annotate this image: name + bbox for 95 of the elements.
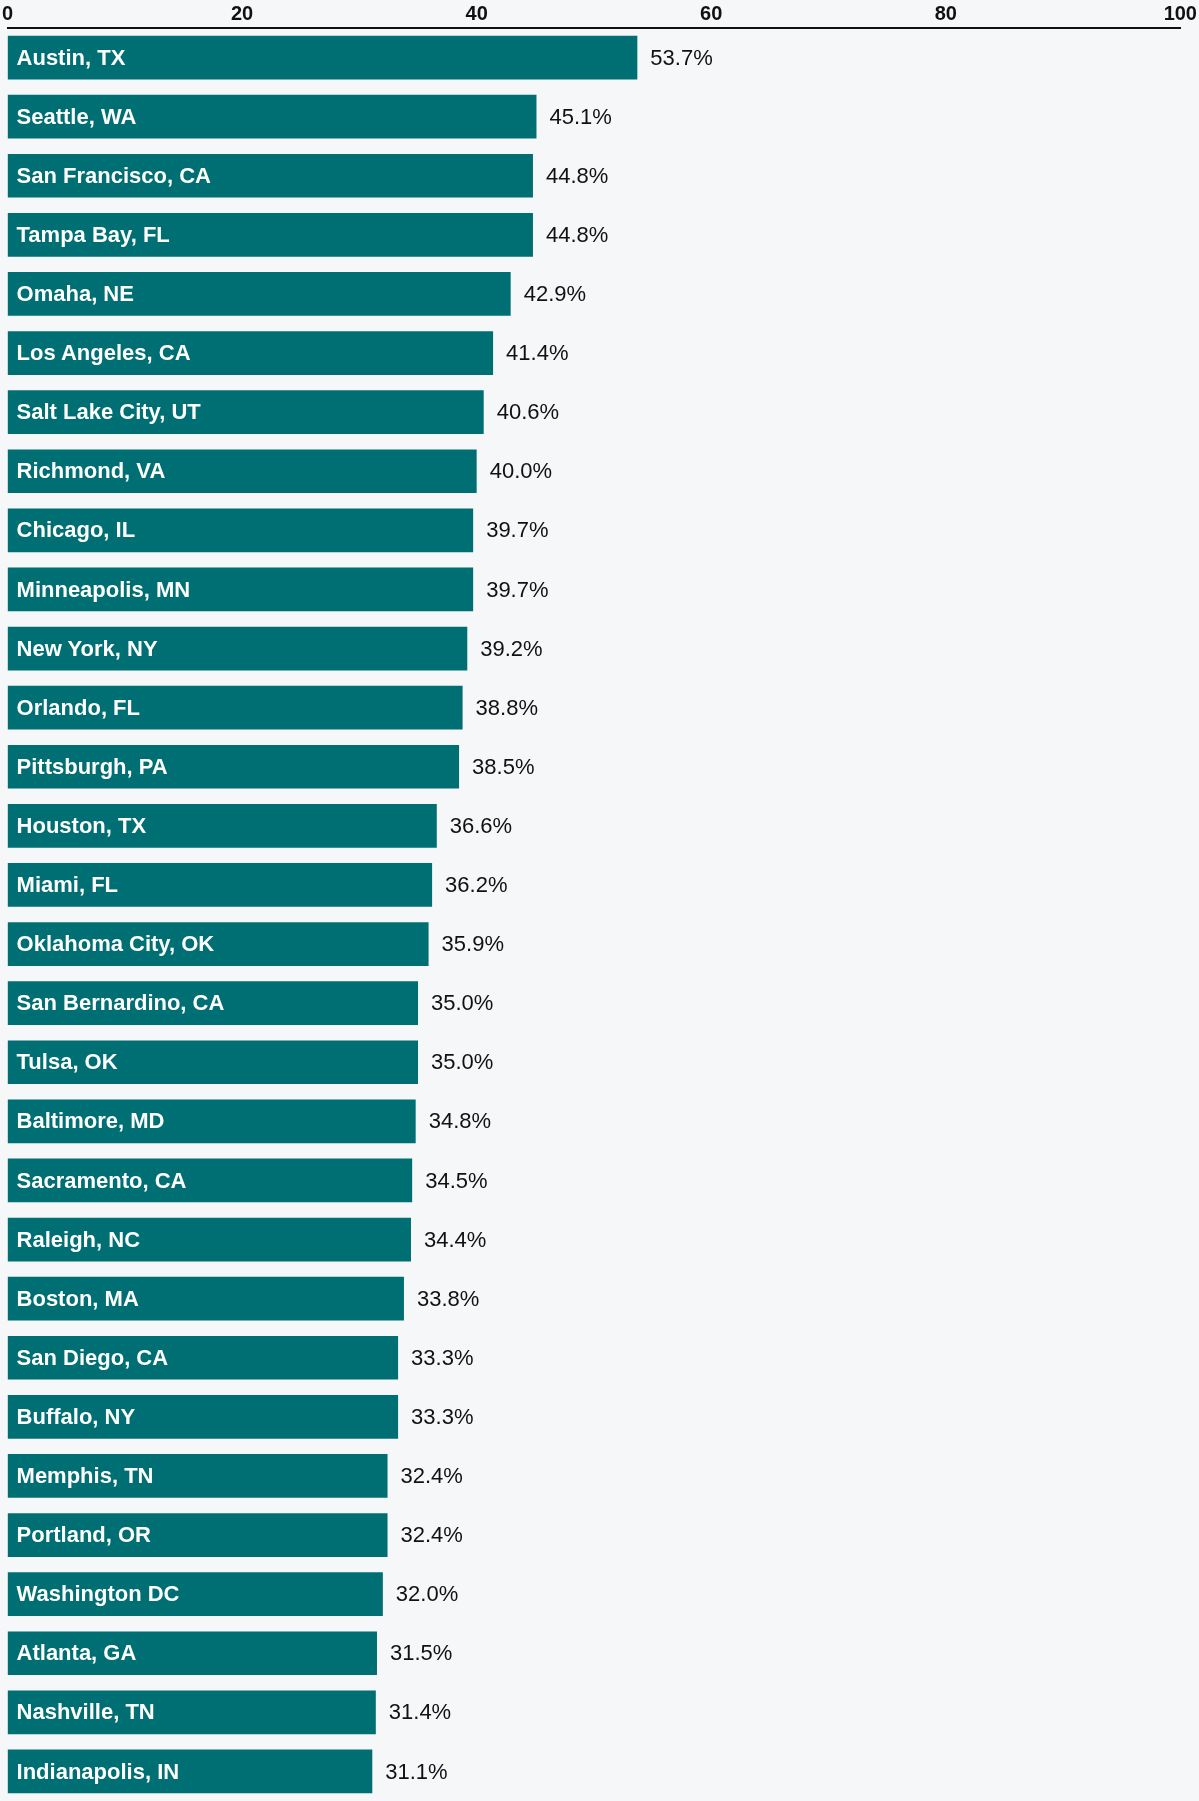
bar [7, 1158, 413, 1203]
data-label: 34.5% [425, 1167, 488, 1193]
bar [7, 1513, 388, 1557]
y-tick-label: Salt Lake City, UT [16, 399, 202, 425]
y-tick-label: Tulsa, OK [16, 1049, 118, 1075]
y-tick-label: New York, NY [16, 635, 158, 661]
data-label: 40.0% [489, 458, 553, 484]
bar [7, 1394, 399, 1439]
bar [7, 1454, 388, 1498]
bar [7, 1631, 377, 1676]
bar [7, 449, 477, 494]
data-label: 31.4% [388, 1699, 452, 1725]
x-tick-label: 20 [230, 1, 254, 24]
x-tick-label: 0 [2, 1, 14, 24]
y-tick-label: Sacramento, CA [16, 1167, 187, 1193]
bar [7, 1276, 404, 1321]
x-tick-label: 80 [934, 1, 957, 24]
data-label: 35.9% [441, 931, 504, 957]
bar [7, 272, 511, 316]
x-tick-label: 40 [465, 1, 488, 24]
bar [7, 922, 429, 966]
y-tick-label: San Francisco, CA [16, 162, 212, 188]
y-tick-label: San Bernardino, CA [16, 990, 225, 1016]
data-label: 33.3% [411, 1403, 474, 1429]
y-tick-label: Atlanta, GA [16, 1640, 137, 1666]
y-tick-label: Tampa Bay, FL [16, 221, 170, 247]
bar [7, 981, 419, 1026]
data-label: 40.6% [496, 399, 560, 425]
y-tick-label: Austin, TX [16, 44, 126, 70]
data-label: 32.0% [395, 1581, 459, 1607]
y-tick-label: Chicago, IL [16, 517, 136, 543]
data-label: 34.4% [423, 1226, 487, 1252]
data-label: 32.4% [400, 1522, 463, 1548]
bar [7, 685, 463, 730]
data-label: 35.0% [431, 990, 494, 1016]
y-tick-label: San Diego, CA [16, 1344, 169, 1370]
bar [7, 1099, 416, 1144]
data-label: 34.8% [428, 1108, 492, 1134]
data-label: 33.8% [416, 1285, 480, 1311]
data-label: 45.1% [549, 103, 612, 129]
y-tick-label: Seattle, WA [16, 103, 137, 129]
data-label: 39.7% [486, 576, 549, 602]
y-tick-label: Portland, OR [16, 1522, 152, 1548]
y-tick-label: Los Angeles, CA [16, 340, 191, 366]
bar [7, 1572, 383, 1617]
bar [7, 1335, 399, 1380]
bar [7, 94, 537, 139]
data-label: 32.4% [400, 1463, 463, 1489]
data-label: 44.8% [545, 162, 609, 188]
data-label: 33.3% [411, 1344, 474, 1370]
bar [7, 390, 484, 435]
data-label: 39.7% [486, 517, 549, 543]
data-label: 38.8% [475, 694, 538, 720]
y-tick-label: Omaha, NE [16, 281, 134, 307]
data-label: 42.9% [523, 281, 587, 307]
y-tick-label: Washington DC [16, 1581, 180, 1607]
y-tick-label: Orlando, FL [16, 694, 141, 720]
bar [7, 803, 437, 848]
bar [7, 567, 474, 612]
y-tick-label: Houston, TX [16, 812, 147, 838]
y-tick-label: Buffalo, NY [16, 1403, 136, 1429]
y-tick-label: Baltimore, MD [16, 1108, 165, 1134]
y-tick-label: Raleigh, NC [16, 1226, 141, 1252]
bar [7, 744, 460, 789]
y-tick-label: Richmond, VA [16, 458, 166, 484]
data-label: 31.5% [389, 1640, 453, 1666]
data-label: 44.8% [545, 221, 609, 247]
bar [7, 153, 533, 198]
bar [7, 212, 533, 257]
data-label: 41.4% [506, 340, 569, 366]
data-label: 53.7% [650, 44, 713, 70]
y-tick-label: Miami, FL [16, 872, 119, 898]
y-tick-label: Pittsburgh, PA [16, 753, 168, 779]
bar [7, 1040, 419, 1085]
bar [7, 863, 433, 907]
bar [7, 1217, 411, 1262]
y-tick-label: Indianapolis, IN [16, 1758, 180, 1784]
data-label: 36.6% [449, 812, 513, 838]
bar [7, 626, 468, 671]
data-label: 31.1% [385, 1758, 448, 1784]
bar [7, 508, 474, 553]
y-tick-label: Nashville, TN [16, 1699, 155, 1725]
data-label: 36.2% [445, 872, 508, 898]
x-tick-label: 60 [700, 1, 723, 24]
data-label: 39.2% [480, 635, 543, 661]
y-tick-label: Oklahoma City, OK [16, 931, 215, 957]
bar [7, 1690, 376, 1735]
data-label: 38.5% [472, 753, 535, 779]
y-tick-label: Memphis, TN [16, 1463, 154, 1489]
x-tick-label: 100 [1163, 1, 1197, 24]
y-tick-label: Minneapolis, MN [16, 576, 191, 602]
data-label: 35.0% [431, 1049, 494, 1075]
bar [7, 331, 494, 375]
y-tick-label: Boston, MA [16, 1285, 139, 1311]
bar [7, 35, 638, 80]
